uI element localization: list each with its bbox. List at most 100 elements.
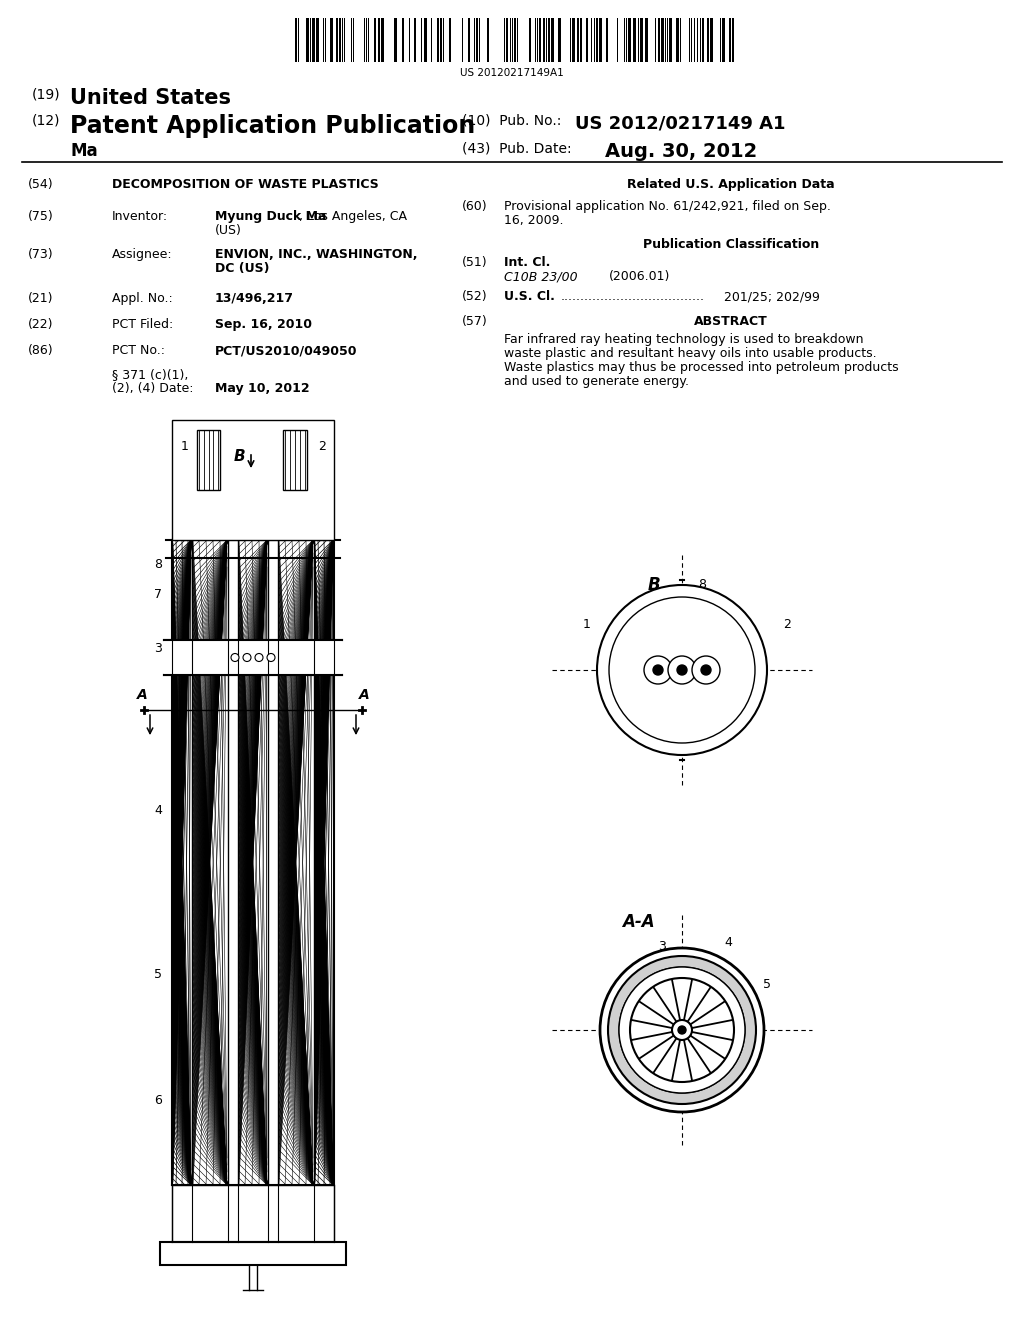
Polygon shape — [645, 18, 648, 62]
Text: C10B 23/00: C10B 23/00 — [504, 271, 578, 282]
Text: waste plastic and resultant heavy oils into usable products.: waste plastic and resultant heavy oils i… — [504, 347, 877, 360]
Text: Waste plastics may thus be processed into petroleum products: Waste plastics may thus be processed int… — [504, 360, 899, 374]
Polygon shape — [378, 18, 380, 62]
Circle shape — [701, 665, 711, 675]
Bar — [172, 420, 334, 540]
Text: DECOMPOSITION OF WASTE PLASTICS: DECOMPOSITION OF WASTE PLASTICS — [112, 178, 379, 191]
Text: 1: 1 — [181, 441, 189, 454]
Text: Appl. No.:: Appl. No.: — [112, 292, 173, 305]
Text: PCT/US2010/049050: PCT/US2010/049050 — [215, 345, 357, 356]
Text: (19): (19) — [32, 88, 60, 102]
Text: (43)  Pub. Date:: (43) Pub. Date: — [462, 143, 571, 156]
Bar — [160, 1242, 346, 1265]
Text: 4: 4 — [155, 804, 162, 817]
Polygon shape — [710, 18, 713, 62]
Polygon shape — [732, 18, 734, 62]
Polygon shape — [580, 18, 582, 62]
Polygon shape — [633, 18, 636, 62]
Polygon shape — [312, 18, 315, 62]
Text: 3: 3 — [155, 642, 162, 655]
Polygon shape — [543, 18, 545, 62]
Circle shape — [231, 653, 239, 661]
Circle shape — [677, 665, 687, 675]
Text: 8: 8 — [154, 558, 162, 572]
Text: 16, 2009.: 16, 2009. — [504, 214, 563, 227]
Text: Int. Cl.: Int. Cl. — [504, 256, 550, 269]
Text: US 2012/0217149 A1: US 2012/0217149 A1 — [575, 114, 785, 132]
Polygon shape — [702, 18, 705, 62]
Circle shape — [600, 948, 764, 1111]
Bar — [197, 430, 220, 490]
Polygon shape — [440, 18, 442, 62]
Text: ABSTRACT: ABSTRACT — [694, 315, 768, 327]
Polygon shape — [506, 18, 508, 62]
Text: ....................................: .................................... — [561, 290, 705, 304]
Text: 7: 7 — [154, 589, 162, 602]
Text: 201/25; 202/99: 201/25; 202/99 — [724, 290, 820, 304]
Text: Sep. 16, 2010: Sep. 16, 2010 — [215, 318, 312, 331]
Polygon shape — [339, 18, 341, 62]
Circle shape — [668, 656, 696, 684]
Polygon shape — [640, 18, 643, 62]
Polygon shape — [628, 18, 631, 62]
Text: A: A — [136, 688, 147, 702]
Text: (73): (73) — [28, 248, 53, 261]
Polygon shape — [599, 18, 602, 62]
Bar — [164, 640, 342, 675]
Polygon shape — [487, 18, 489, 62]
Text: (22): (22) — [28, 318, 53, 331]
Text: 6: 6 — [155, 1093, 162, 1106]
Text: , Los Angeles, CA: , Los Angeles, CA — [299, 210, 407, 223]
Polygon shape — [539, 18, 541, 62]
Text: and used to generate energy.: and used to generate energy. — [504, 375, 689, 388]
Circle shape — [255, 653, 263, 661]
Text: (12): (12) — [32, 114, 60, 128]
Text: 5: 5 — [154, 969, 162, 982]
Text: 6: 6 — [749, 1053, 756, 1067]
Polygon shape — [437, 18, 439, 62]
Text: (US): (US) — [215, 224, 242, 238]
Text: 1: 1 — [583, 619, 591, 631]
Text: May 10, 2012: May 10, 2012 — [215, 381, 309, 395]
Circle shape — [678, 1026, 686, 1034]
Text: § 371 (c)(1),: § 371 (c)(1), — [112, 368, 188, 381]
Text: 2: 2 — [783, 619, 791, 631]
Circle shape — [243, 653, 251, 661]
Circle shape — [608, 956, 756, 1104]
Text: (86): (86) — [28, 345, 53, 356]
Text: 3: 3 — [658, 940, 666, 953]
Polygon shape — [707, 18, 709, 62]
Text: A: A — [358, 688, 370, 702]
Text: Inventor:: Inventor: — [112, 210, 168, 223]
Polygon shape — [676, 18, 679, 62]
Polygon shape — [514, 18, 516, 62]
Text: Ma: Ma — [70, 143, 97, 160]
Polygon shape — [316, 18, 319, 62]
Polygon shape — [394, 18, 397, 62]
Polygon shape — [306, 18, 309, 62]
Polygon shape — [572, 18, 575, 62]
Bar — [172, 1185, 334, 1242]
Text: (10)  Pub. No.:: (10) Pub. No.: — [462, 114, 561, 128]
Polygon shape — [596, 18, 598, 62]
Text: A-A: A-A — [622, 913, 654, 931]
Text: Related U.S. Application Data: Related U.S. Application Data — [627, 178, 835, 191]
Polygon shape — [336, 18, 338, 62]
Polygon shape — [414, 18, 416, 62]
Text: US 20120217149A1: US 20120217149A1 — [460, 69, 564, 78]
Polygon shape — [658, 18, 660, 62]
Text: (2006.01): (2006.01) — [609, 271, 671, 282]
Text: (60): (60) — [462, 201, 487, 213]
Text: Myung Duck Ma: Myung Duck Ma — [215, 210, 327, 223]
Polygon shape — [330, 18, 333, 62]
Polygon shape — [586, 18, 588, 62]
Circle shape — [609, 597, 755, 743]
Polygon shape — [476, 18, 478, 62]
Polygon shape — [548, 18, 550, 62]
Polygon shape — [468, 18, 470, 62]
Text: Provisional application No. 61/242,921, filed on Sep.: Provisional application No. 61/242,921, … — [504, 201, 830, 213]
Polygon shape — [551, 18, 554, 62]
Text: Patent Application Publication: Patent Application Publication — [70, 114, 475, 139]
Circle shape — [644, 656, 672, 684]
Polygon shape — [295, 18, 297, 62]
